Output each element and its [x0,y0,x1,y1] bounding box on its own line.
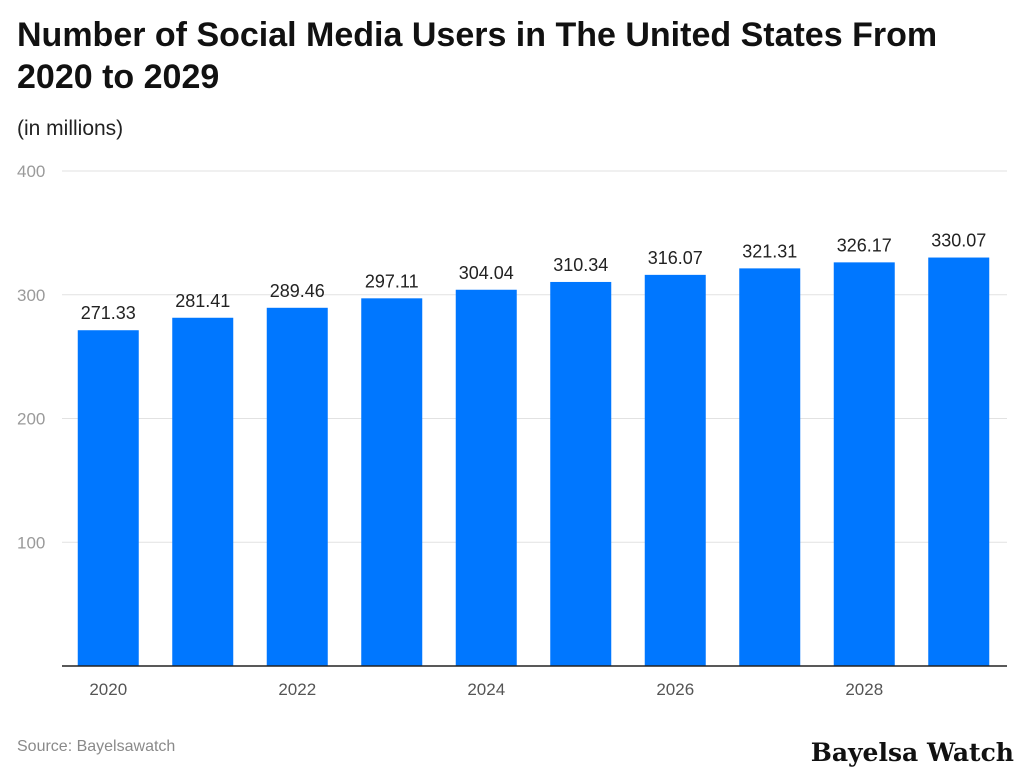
data-label-2020: 271.33 [81,303,136,323]
chart-title: Number of Social Media Users in The Unit… [17,16,938,96]
y-tick-label: 400 [17,162,45,181]
data-label-2026: 316.07 [648,248,703,268]
bar-2020 [77,330,139,666]
data-label-2027: 321.31 [742,241,797,261]
data-label-2021: 281.41 [175,291,230,311]
brand-logo: Bayelsa Watch [810,738,1014,767]
bar-2028 [833,262,895,666]
data-label-2029: 330.07 [931,231,986,251]
bar-2024 [455,289,517,666]
data-labels: 271.33 281.41 289.46 297.11 304.04 310.34 316.… [81,231,987,324]
bars [77,257,990,666]
data-label-2028: 326.17 [837,235,892,255]
y-tick-label: 200 [17,410,45,429]
x-tick-label: 2020 [89,680,127,699]
chart-subtitle: (in millions) [17,117,124,140]
x-tick-label: 2024 [467,680,505,699]
y-tick-label: 100 [17,533,45,552]
data-label-2025: 310.34 [553,255,608,275]
bar-2021 [172,317,234,666]
bar-2026 [644,274,706,666]
bar-2023 [361,298,423,666]
x-tick-label: 2026 [656,680,694,699]
data-label-2024: 304.04 [459,263,514,283]
bar-2025 [550,281,612,666]
bar-2022 [266,307,328,666]
source-note: Source: Bayelsawatch [17,738,176,755]
y-axis-ticks: 100 200 300 400 [17,162,45,552]
data-label-2023: 297.11 [365,271,419,291]
data-label-2022: 289.46 [270,281,325,301]
y-tick-label: 300 [17,286,45,305]
x-axis-ticks: 2020 2022 2024 2026 2028 [89,680,883,699]
x-tick-label: 2028 [845,680,883,699]
bar-2029 [928,257,990,666]
bar-2027 [739,268,801,666]
x-tick-label: 2022 [278,680,316,699]
